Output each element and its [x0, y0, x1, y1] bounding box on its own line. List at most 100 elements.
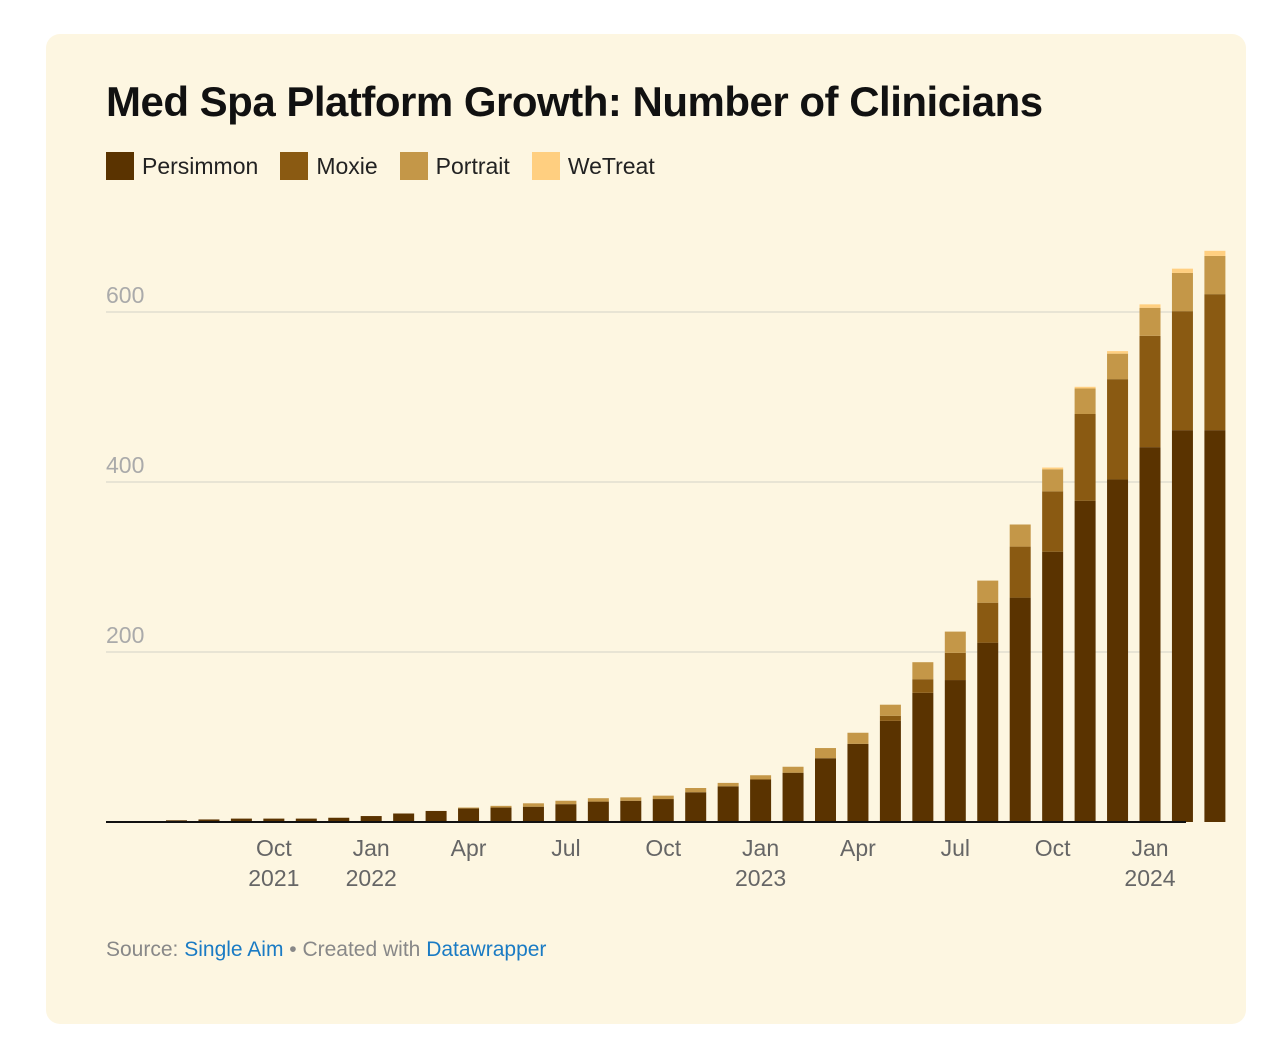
bar-portrait-30 [1139, 307, 1161, 336]
bar-portrait-13 [587, 798, 609, 802]
y-tick-label: 600 [106, 282, 144, 308]
bar-persimmon-20 [815, 758, 836, 822]
bar-portrait-17 [717, 782, 739, 787]
bar-persimmon-28 [1074, 500, 1096, 822]
bar-persimmon-23 [912, 692, 934, 822]
bar-persimmon-8 [425, 810, 447, 822]
bar-moxie-27 [1042, 491, 1064, 552]
bar-portrait-27 [1042, 469, 1064, 492]
x-tick-year-label: 2023 [735, 865, 786, 891]
bar-moxie-22 [879, 715, 901, 721]
bar-wetreat-27 [1042, 467, 1064, 470]
bar-persimmon-29 [1107, 479, 1129, 822]
x-tick-label: Apr [840, 835, 876, 861]
bar-moxie-32 [1204, 294, 1226, 431]
bar-persimmon-21 [847, 743, 869, 822]
bar-persimmon-7 [393, 813, 415, 822]
bar-persimmon-17 [717, 786, 739, 822]
legend-swatch [106, 152, 134, 180]
x-tick-year-label: 2022 [346, 865, 397, 891]
bar-wetreat-31 [1171, 268, 1193, 273]
bar-portrait-28 [1074, 388, 1096, 414]
legend: Persimmon Moxie Portrait WeTreat [106, 152, 655, 180]
chart-title: Med Spa Platform Growth: Number of Clini… [106, 78, 1043, 125]
legend-swatch [399, 152, 428, 180]
bar-portrait-24 [944, 631, 966, 653]
bar-portrait-22 [879, 704, 901, 716]
bar-portrait-10 [490, 805, 512, 808]
bar-persimmon-3 [263, 818, 285, 822]
x-tick-label: Jul [941, 835, 970, 861]
legend-swatch [531, 152, 560, 180]
bar-persimmon-16 [685, 792, 707, 822]
bar-persimmon-27 [1042, 551, 1064, 822]
created-with-text: • Created with [283, 938, 427, 961]
source-link[interactable]: Single Aim [184, 938, 284, 961]
bar-wetreat-28 [1074, 386, 1096, 389]
bar-portrait-32 [1204, 255, 1226, 295]
x-tick-label: Jan [742, 835, 779, 861]
bar-persimmon-25 [977, 642, 999, 822]
bar-portrait-19 [782, 766, 804, 773]
legend-label: Moxie [316, 152, 378, 179]
bar-portrait-23 [912, 662, 934, 680]
bar-persimmon-32 [1204, 430, 1226, 822]
x-tick-label: Oct [256, 835, 292, 861]
legend-label: Persimmon [142, 152, 259, 179]
footer: Source: Single Aim • Created with Datawr… [106, 938, 546, 962]
bar-portrait-16 [685, 788, 707, 793]
legend-item-portrait: Portrait [399, 152, 510, 180]
bar-portrait-18 [750, 775, 772, 780]
bar-portrait-15 [652, 795, 674, 800]
bar-persimmon-2 [230, 818, 252, 822]
x-tick-year-label: 2021 [248, 865, 299, 891]
bar-persimmon-4 [295, 818, 317, 822]
bar-wetreat-29 [1107, 351, 1129, 354]
bar-persimmon-15 [652, 799, 674, 822]
legend-item-persimmon: Persimmon [106, 152, 258, 180]
x-tick-label: Oct [1035, 835, 1071, 861]
bar-persimmon-24 [944, 680, 966, 822]
bar-portrait-31 [1171, 272, 1193, 312]
bar-persimmon-5 [328, 817, 350, 822]
bar-moxie-23 [912, 679, 934, 693]
bar-persimmon-12 [555, 804, 577, 822]
datawrapper-link[interactable]: Datawrapper [426, 938, 547, 961]
legend-label: Portrait [435, 152, 510, 179]
bar-wetreat-30 [1139, 304, 1161, 308]
bar-portrait-21 [847, 732, 869, 744]
bar-moxie-30 [1139, 335, 1161, 448]
bar-persimmon-10 [490, 807, 512, 822]
legend-swatch [280, 152, 309, 180]
bar-persimmon-19 [782, 772, 804, 822]
x-tick-year-label: 2024 [1124, 865, 1175, 891]
source-prefix: Source: [106, 938, 185, 961]
x-tick-label: Jul [551, 835, 580, 861]
bar-portrait-29 [1107, 353, 1129, 380]
bar-portrait-26 [1009, 524, 1031, 547]
legend-item-wetreat: WeTreat [531, 152, 655, 180]
bar-persimmon-14 [620, 800, 642, 822]
bar-persimmon-13 [587, 801, 609, 822]
bar-portrait-12 [555, 800, 577, 805]
bar-portrait-20 [815, 748, 836, 759]
bar-moxie-28 [1074, 414, 1096, 501]
x-tick-label: Jan [1131, 835, 1168, 861]
bar-moxie-26 [1009, 546, 1031, 598]
legend-item-moxie: Moxie [280, 152, 378, 180]
bar-portrait-25 [977, 580, 999, 603]
y-tick-label: 200 [106, 622, 144, 648]
bar-portrait-11 [522, 803, 544, 807]
bar-persimmon-31 [1171, 430, 1193, 822]
bar-moxie-25 [977, 602, 999, 643]
bar-persimmon-30 [1139, 447, 1161, 822]
bar-portrait-9 [458, 807, 480, 809]
legend-label: WeTreat [567, 152, 655, 179]
bar-wetreat-32 [1204, 250, 1226, 256]
bar-persimmon-9 [458, 808, 480, 822]
bar-persimmon-11 [522, 806, 544, 822]
y-tick-label: 400 [106, 452, 144, 478]
bar-portrait-14 [620, 797, 642, 801]
bar-persimmon-1 [198, 819, 220, 822]
x-tick-label: Jan [353, 835, 390, 861]
